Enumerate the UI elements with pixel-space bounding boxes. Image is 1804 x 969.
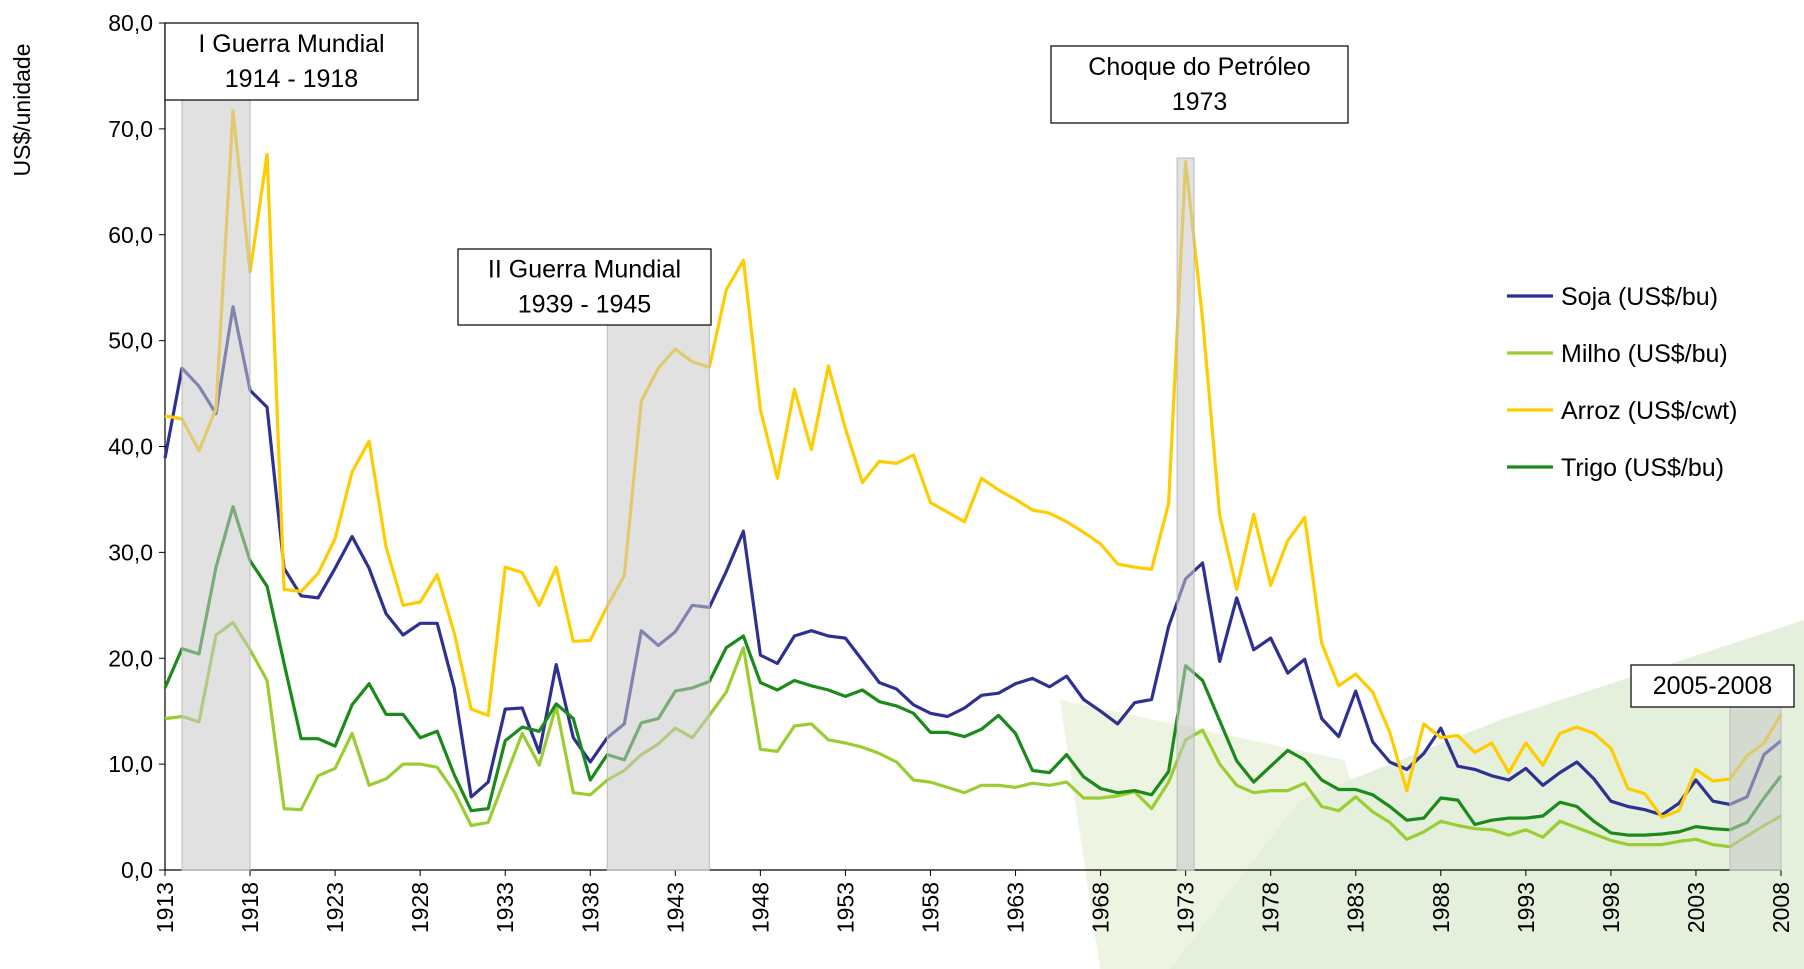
- x-tick-label: 1943: [662, 882, 688, 933]
- x-tick-label: 1948: [747, 882, 773, 933]
- y-tick-label: 10,0: [108, 751, 153, 777]
- y-tick-label: 40,0: [108, 434, 153, 460]
- y-tick-label: 60,0: [108, 222, 153, 248]
- y-tick-label: 50,0: [108, 328, 153, 354]
- x-tick-label: 1918: [237, 882, 263, 933]
- annotation-text: I Guerra Mundial: [198, 30, 384, 58]
- x-tick-label: 1913: [152, 882, 178, 933]
- x-tick-label: 1938: [577, 882, 603, 933]
- annotation-text: 1973: [1172, 88, 1228, 116]
- legend-label: Soja (US$/bu): [1561, 283, 1718, 311]
- x-tick-label: 1998: [1598, 882, 1624, 933]
- x-tick-label: 1978: [1258, 882, 1284, 933]
- x-tick-label: 1993: [1513, 882, 1539, 933]
- annotation-text: 2005-2008: [1653, 672, 1773, 700]
- x-tick-label: 1933: [492, 882, 518, 933]
- annotation-text: II Guerra Mundial: [488, 256, 681, 284]
- page: US$/unidade 0,0 10,0 20,0 30,0 40,0 50,0 60,0 7…: [0, 0, 1804, 969]
- x-tick-label: 1988: [1428, 882, 1454, 933]
- shaded-period: [607, 325, 709, 870]
- x-tick-label: 2008: [1768, 882, 1794, 933]
- y-tick-label: 0,0: [121, 857, 153, 883]
- x-tick-label: 1968: [1088, 882, 1114, 933]
- shaded-period: [182, 100, 250, 870]
- chart: US$/unidade 0,0 10,0 20,0 30,0 40,0 50,0 60,0 7…: [0, 0, 1804, 969]
- y-axis-label: US$/unidade: [9, 44, 35, 177]
- x-tick-label: 1983: [1343, 882, 1369, 933]
- annotation-text: 1939 - 1945: [518, 291, 651, 319]
- x-tick-label: 1953: [832, 882, 858, 933]
- y-tick-label: 70,0: [108, 116, 153, 142]
- legend-label: Trigo (US$/bu): [1561, 454, 1724, 482]
- annotation-text: Choque do Petróleo: [1088, 53, 1310, 81]
- x-tick-label: 1928: [407, 882, 433, 933]
- shaded-period: [1730, 707, 1781, 870]
- x-tick-label: 1973: [1173, 882, 1199, 933]
- annotation-text: 1914 - 1918: [225, 65, 358, 93]
- x-tick-label: 1963: [1003, 882, 1029, 933]
- y-tick-label: 80,0: [108, 10, 153, 36]
- x-tick-label: 1923: [322, 882, 348, 933]
- x-tick-label: 1958: [917, 882, 943, 933]
- legend-label: Milho (US$/bu): [1561, 340, 1728, 368]
- legend-label: Arroz (US$/cwt): [1561, 397, 1737, 425]
- y-tick-label: 20,0: [108, 645, 153, 671]
- x-tick-label: 2003: [1683, 882, 1709, 933]
- y-tick-label: 30,0: [108, 539, 153, 565]
- shaded-period: [1177, 158, 1194, 870]
